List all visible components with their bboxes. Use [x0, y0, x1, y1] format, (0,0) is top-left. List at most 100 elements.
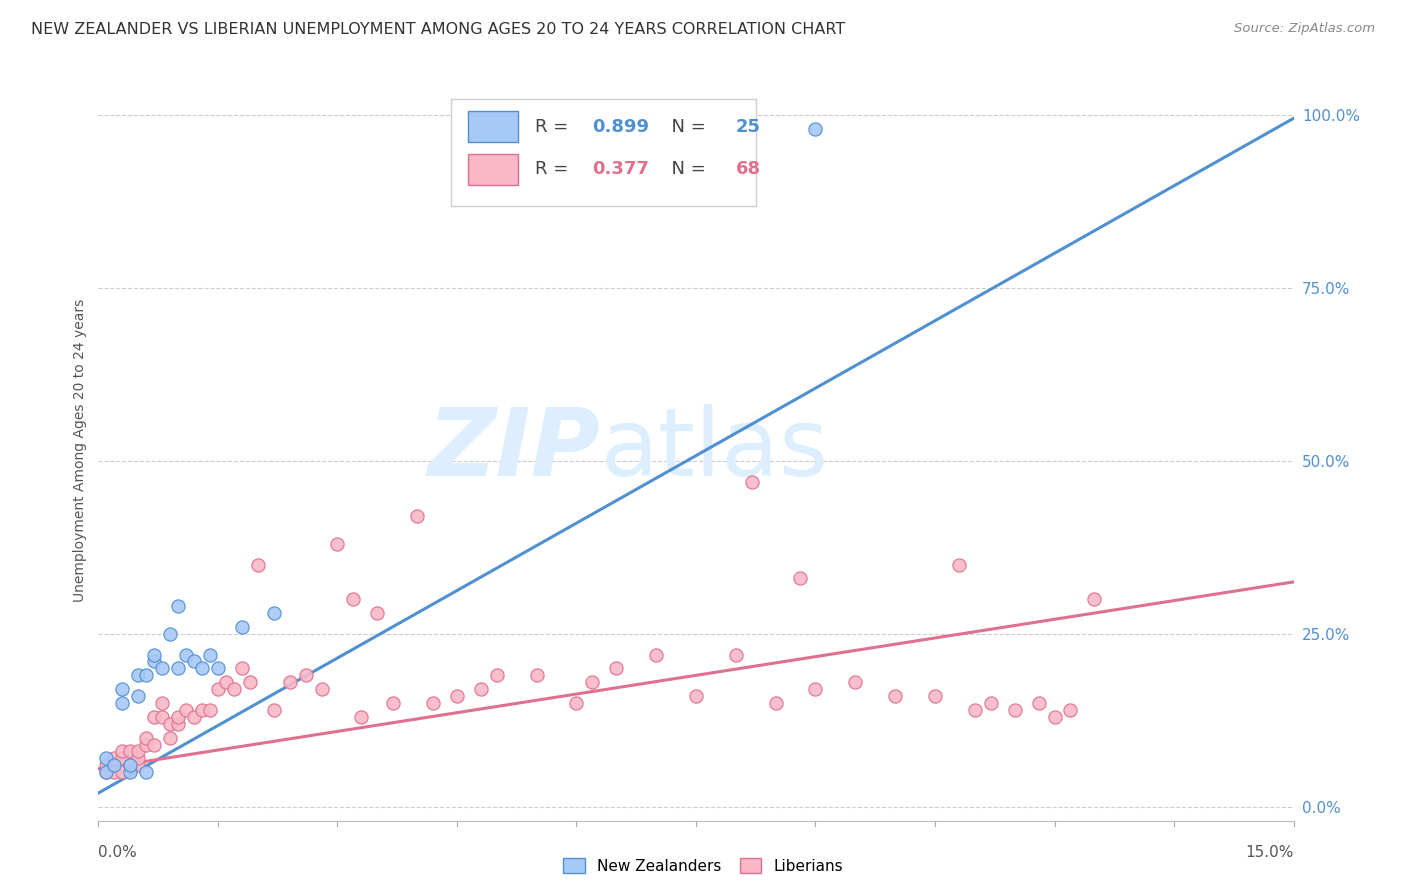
- Point: [183, 655, 205, 669]
- Point: [135, 731, 157, 745]
- Point: [685, 689, 707, 703]
- Text: N =: N =: [661, 118, 711, 136]
- Point: [143, 655, 166, 669]
- Point: [191, 661, 214, 675]
- Point: [605, 661, 627, 675]
- Point: [103, 751, 125, 765]
- Text: 68: 68: [735, 161, 761, 178]
- Point: [159, 716, 181, 731]
- Point: [143, 710, 166, 724]
- Point: [1043, 710, 1066, 724]
- Point: [963, 703, 986, 717]
- Point: [135, 668, 157, 682]
- Point: [246, 558, 269, 572]
- Point: [143, 738, 166, 752]
- FancyBboxPatch shape: [468, 112, 517, 143]
- Point: [150, 696, 173, 710]
- Text: 0.899: 0.899: [592, 118, 650, 136]
- FancyBboxPatch shape: [451, 99, 756, 206]
- Point: [167, 599, 190, 614]
- Point: [350, 710, 373, 724]
- Point: [135, 765, 157, 780]
- Text: 15.0%: 15.0%: [1246, 845, 1294, 860]
- Point: [1083, 592, 1105, 607]
- Point: [198, 703, 221, 717]
- Point: [120, 758, 142, 772]
- Point: [294, 668, 316, 682]
- Point: [111, 751, 134, 765]
- Point: [127, 758, 149, 772]
- Point: [96, 751, 118, 765]
- Point: [159, 627, 181, 641]
- Point: [406, 509, 429, 524]
- Point: [198, 648, 221, 662]
- Point: [948, 558, 970, 572]
- Point: [167, 710, 190, 724]
- Point: [120, 758, 142, 772]
- Point: [207, 661, 229, 675]
- Point: [342, 592, 364, 607]
- Text: ZIP: ZIP: [427, 404, 600, 497]
- Point: [174, 703, 197, 717]
- Point: [207, 682, 229, 697]
- Point: [174, 648, 197, 662]
- Point: [470, 682, 492, 697]
- Point: [183, 710, 205, 724]
- Point: [191, 703, 214, 717]
- Text: R =: R =: [534, 118, 574, 136]
- Point: [167, 716, 190, 731]
- Point: [581, 675, 603, 690]
- Text: R =: R =: [534, 161, 574, 178]
- Point: [1004, 703, 1026, 717]
- Point: [127, 751, 149, 765]
- Point: [565, 696, 588, 710]
- Point: [263, 606, 285, 620]
- Point: [741, 475, 763, 489]
- FancyBboxPatch shape: [468, 153, 517, 185]
- Point: [485, 668, 508, 682]
- Point: [103, 758, 125, 772]
- Text: NEW ZEALANDER VS LIBERIAN UNEMPLOYMENT AMONG AGES 20 TO 24 YEARS CORRELATION CHA: NEW ZEALANDER VS LIBERIAN UNEMPLOYMENT A…: [31, 22, 845, 37]
- Point: [231, 620, 253, 634]
- Point: [884, 689, 907, 703]
- Point: [143, 648, 166, 662]
- Point: [231, 661, 253, 675]
- Point: [150, 710, 173, 724]
- Point: [366, 606, 388, 620]
- Legend: New Zealanders, Liberians: New Zealanders, Liberians: [557, 852, 849, 880]
- Point: [1059, 703, 1081, 717]
- Point: [382, 696, 405, 710]
- Text: Source: ZipAtlas.com: Source: ZipAtlas.com: [1234, 22, 1375, 36]
- Text: 25: 25: [735, 118, 761, 136]
- Text: 0.0%: 0.0%: [98, 845, 138, 860]
- Point: [263, 703, 285, 717]
- Point: [804, 682, 827, 697]
- Point: [215, 675, 238, 690]
- Point: [120, 765, 142, 780]
- Point: [159, 731, 181, 745]
- Y-axis label: Unemployment Among Ages 20 to 24 years: Unemployment Among Ages 20 to 24 years: [73, 299, 87, 602]
- Point: [96, 765, 118, 780]
- Point: [111, 682, 134, 697]
- Point: [96, 765, 118, 780]
- Point: [127, 744, 149, 758]
- Point: [422, 696, 444, 710]
- Text: 0.377: 0.377: [592, 161, 650, 178]
- Point: [103, 765, 125, 780]
- Point: [724, 648, 747, 662]
- Point: [278, 675, 301, 690]
- Point: [120, 744, 142, 758]
- Point: [222, 682, 245, 697]
- Point: [446, 689, 468, 703]
- Point: [167, 661, 190, 675]
- Point: [804, 121, 827, 136]
- Point: [645, 648, 668, 662]
- Point: [924, 689, 946, 703]
- Point: [239, 675, 262, 690]
- Point: [765, 696, 787, 710]
- Point: [150, 661, 173, 675]
- Point: [96, 758, 118, 772]
- Point: [1028, 696, 1050, 710]
- Point: [326, 537, 349, 551]
- Text: N =: N =: [661, 161, 711, 178]
